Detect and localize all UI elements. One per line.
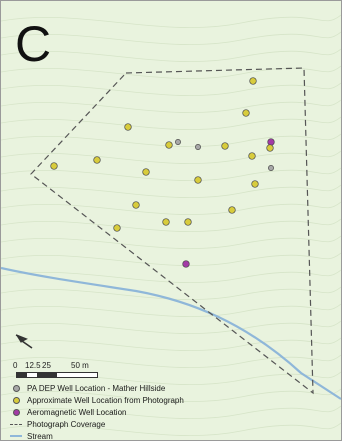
approximate-well-marker[interactable] <box>93 156 101 164</box>
panel-letter: C <box>15 16 52 72</box>
contour-line <box>1 48 341 62</box>
contour-line <box>1 14 341 28</box>
approximate-well-marker[interactable] <box>142 168 150 176</box>
contour-line <box>1 218 341 232</box>
approximate-well-marker[interactable] <box>248 152 256 160</box>
contour-line <box>1 405 341 419</box>
stream-line-icon <box>9 431 23 440</box>
aeromagnetic-well-icon <box>9 407 23 417</box>
approximate-well-icon <box>9 395 23 405</box>
approximate-well-marker[interactable] <box>228 206 236 214</box>
legend-label: Stream <box>27 431 53 441</box>
scale-label-50m: 50 m <box>71 361 89 370</box>
approximate-well-marker[interactable] <box>249 77 257 85</box>
legend-label: Aeromagnetic Well Location <box>27 407 127 417</box>
legend-item-coverage: Photograph Coverage <box>9 418 329 430</box>
approximate-well-marker[interactable] <box>50 162 58 170</box>
contour-line <box>1 150 341 164</box>
approximate-well-marker[interactable] <box>162 218 170 226</box>
approximate-well-marker[interactable] <box>251 180 259 188</box>
contour-line <box>1 201 341 215</box>
contour-line <box>1 388 341 402</box>
contour-line <box>1 184 341 198</box>
pa-dep-well-marker[interactable] <box>268 165 274 171</box>
contour-line <box>1 99 341 113</box>
contour-line <box>1 320 341 334</box>
approximate-well-marker[interactable] <box>165 141 173 149</box>
legend-label: Photograph Coverage <box>27 419 106 429</box>
approximate-well-marker[interactable] <box>221 142 229 150</box>
pa-dep-well-marker[interactable] <box>195 144 201 150</box>
contour-line <box>1 235 341 249</box>
contour-line <box>1 354 341 368</box>
contour-line <box>1 252 341 266</box>
scale-label-0: 0 <box>13 361 18 370</box>
pa-dep-well-marker[interactable] <box>175 139 181 145</box>
map-legend: PA DEP Well Location - Mather Hillside A… <box>9 382 329 441</box>
approximate-well-marker[interactable] <box>132 201 140 209</box>
legend-item-stream: Stream <box>9 430 329 441</box>
legend-item-pa-dep: PA DEP Well Location - Mather Hillside <box>9 382 329 394</box>
contour-line <box>1 269 341 283</box>
scale-label-12-5: 12.5 <box>25 361 41 370</box>
legend-label: PA DEP Well Location - Mather Hillside <box>27 383 166 393</box>
aeromagnetic-well-marker[interactable] <box>267 138 275 146</box>
stream-line <box>1 266 341 400</box>
approximate-well-marker[interactable] <box>194 176 202 184</box>
scale-bar-graphic <box>16 372 98 378</box>
legend-label: Approximate Well Location from Photograp… <box>27 395 184 405</box>
approximate-well-marker[interactable] <box>184 218 192 226</box>
approximate-well-marker[interactable] <box>242 109 250 117</box>
scale-bar: 0 12.5 25 50 m <box>13 361 143 385</box>
north-arrow-icon <box>15 334 33 349</box>
attribution-credits <box>5 426 337 438</box>
well-markers <box>50 77 275 268</box>
legend-item-approximate: Approximate Well Location from Photograp… <box>9 394 329 406</box>
scale-label-25: 25 <box>42 361 51 370</box>
contour-line <box>1 116 341 130</box>
photograph-coverage-polygon <box>30 67 314 395</box>
approximate-well-marker[interactable] <box>124 123 132 131</box>
contour-line <box>1 82 341 96</box>
approximate-well-marker[interactable] <box>266 144 274 152</box>
pa-dep-well-icon <box>9 383 23 393</box>
contour-line <box>1 337 341 351</box>
dashed-line-icon <box>9 419 23 429</box>
contour-lines <box>1 14 341 440</box>
contour-line <box>1 422 341 436</box>
contour-line <box>1 286 341 300</box>
contour-line <box>1 65 341 79</box>
approximate-well-marker[interactable] <box>113 224 121 232</box>
contour-line <box>1 31 341 45</box>
legend-item-aeromagnetic: Aeromagnetic Well Location <box>9 406 329 418</box>
contour-line <box>1 167 341 181</box>
contour-line <box>1 303 341 317</box>
aeromagnetic-well-marker[interactable] <box>182 260 190 268</box>
